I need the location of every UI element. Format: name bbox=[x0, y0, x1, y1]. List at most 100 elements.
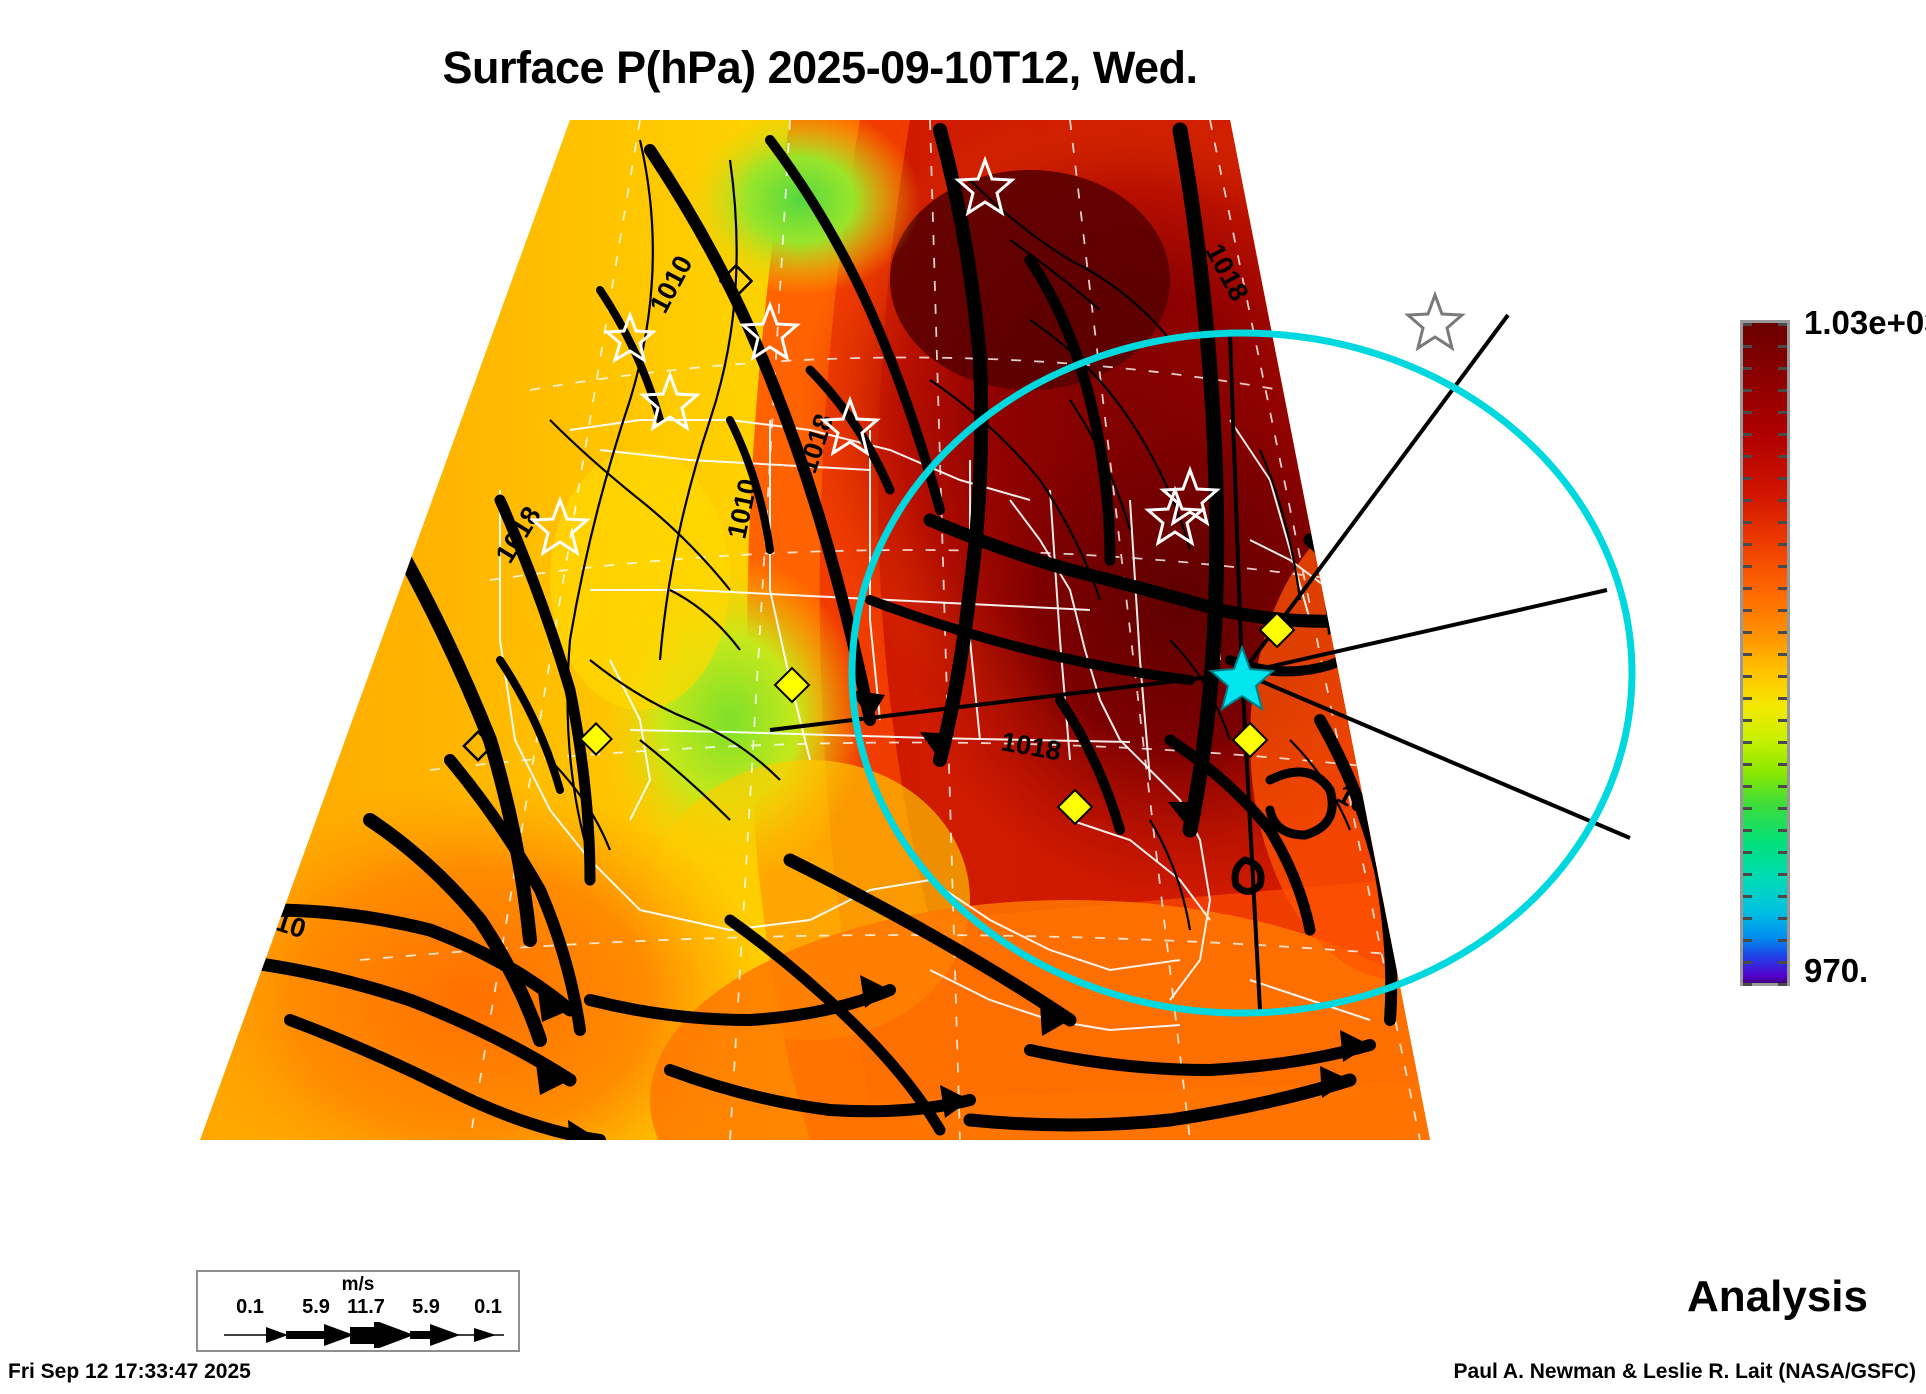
colorbar-tick bbox=[1778, 741, 1787, 744]
colorbar-tick bbox=[1743, 587, 1752, 590]
author-credit: Paul A. Newman & Leslie R. Lait (NASA/GS… bbox=[1453, 1360, 1916, 1383]
colorbar-tick bbox=[1778, 961, 1787, 964]
wind-legend-values: 0.1 5.9 11.7 5.9 0.1 bbox=[198, 1296, 518, 1318]
wind-arrow-svg bbox=[224, 1320, 504, 1350]
colorbar-tick bbox=[1778, 807, 1787, 810]
colorbar-tick bbox=[1778, 367, 1787, 370]
render-timestamp: Fri Sep 12 17:33:47 2025 bbox=[8, 1360, 251, 1383]
waypoint-marker[interactable] bbox=[773, 666, 811, 704]
colorbar-tick bbox=[1778, 477, 1787, 480]
station-markers bbox=[529, 155, 1221, 557]
colorbar-tick bbox=[1743, 411, 1752, 414]
colorbar-tick bbox=[1778, 389, 1787, 392]
waypoint-marker-open[interactable] bbox=[462, 730, 494, 762]
colorbar-tick bbox=[1778, 499, 1787, 502]
pressure-region-yellow-w bbox=[550, 450, 730, 710]
wind-legend-value: 0.1 bbox=[474, 1296, 502, 1318]
waypoint-marker-open[interactable] bbox=[718, 263, 754, 299]
colorbar-tick bbox=[1778, 345, 1787, 348]
colorbar-tick bbox=[1778, 939, 1787, 942]
wind-legend-value: 5.9 bbox=[302, 1296, 330, 1318]
waypoint-marker[interactable] bbox=[1231, 721, 1269, 759]
colorbar-tick bbox=[1778, 587, 1787, 590]
analysis-label: Analysis bbox=[1687, 1272, 1868, 1321]
map-plot: 1010 1010 1018 1018 1018 1018 1018 1010 … bbox=[170, 120, 1650, 1240]
colorbar-tick bbox=[1778, 763, 1787, 766]
colorbar-tick bbox=[1778, 631, 1787, 634]
colorbar-tick bbox=[1743, 807, 1752, 810]
colorbar-tick bbox=[1743, 983, 1752, 986]
colorbar-tick bbox=[1743, 939, 1752, 942]
colorbar-tick bbox=[1743, 499, 1752, 502]
flight-track-legs bbox=[769, 313, 1631, 1011]
colorbar-tick bbox=[1743, 675, 1752, 678]
colorbar-tick bbox=[1778, 719, 1787, 722]
pressure-contour-thin bbox=[549, 139, 1352, 931]
colorbar-tick bbox=[1743, 323, 1752, 326]
colorbar-tick bbox=[1778, 609, 1787, 612]
colorbar-tick bbox=[1778, 785, 1787, 788]
colorbar-tick bbox=[1743, 631, 1752, 634]
waypoint-markers-open bbox=[462, 263, 754, 762]
colorbar-tick bbox=[1743, 763, 1752, 766]
wind-legend-arrows bbox=[198, 1320, 518, 1350]
colorbar-tick bbox=[1743, 917, 1752, 920]
colorbar-tick bbox=[1743, 961, 1752, 964]
flight-circle bbox=[848, 329, 1636, 1017]
colorbar-tick bbox=[1778, 433, 1787, 436]
pressure-region-orange-sw bbox=[200, 780, 770, 1140]
colorbar-tick bbox=[1778, 455, 1787, 458]
waypoint-marker[interactable] bbox=[579, 722, 613, 756]
colorbar-tick bbox=[1743, 697, 1752, 700]
station-marker-outside bbox=[1404, 290, 1466, 352]
contour-label: 1020 bbox=[1324, 405, 1366, 470]
low-pressure-region-nw bbox=[680, 120, 920, 295]
wind-legend-value: 11.7 bbox=[347, 1296, 385, 1318]
waypoint-marker[interactable] bbox=[1056, 788, 1094, 826]
waypoint-markers bbox=[579, 611, 1296, 826]
wind-legend-unit: m/s bbox=[341, 1274, 375, 1295]
colorbar-max-label: 1.03e+03 bbox=[1804, 304, 1926, 341]
wind-speed-legend: m/s 0.1 5.9 11.7 5.9 0.1 bbox=[196, 1270, 520, 1352]
colorbar-tick bbox=[1743, 455, 1752, 458]
colorbar-tick bbox=[1743, 345, 1752, 348]
wind-legend-value: 0.1 bbox=[236, 1296, 264, 1318]
colorbar-tick bbox=[1743, 653, 1752, 656]
colorbar-tick bbox=[1743, 565, 1752, 568]
colorbar-tick bbox=[1778, 675, 1787, 678]
high-pressure-core-peak bbox=[890, 170, 1170, 390]
colorbar-tick bbox=[1743, 609, 1752, 612]
map-canvas: 1010 1010 1018 1018 1018 1018 1018 1010 … bbox=[200, 120, 1636, 1140]
flight-center-star bbox=[1208, 644, 1276, 712]
colorbar-tick bbox=[1778, 873, 1787, 876]
colorbar-tick bbox=[1743, 543, 1752, 546]
colorbar-tick bbox=[1743, 389, 1752, 392]
colorbar-tick bbox=[1778, 323, 1787, 326]
colorbar: 1.03e+03 970. bbox=[1740, 304, 1926, 989]
colorbar-tick bbox=[1778, 829, 1787, 832]
colorbar-tick bbox=[1743, 829, 1752, 832]
wind-legend-value: 5.9 bbox=[412, 1296, 440, 1318]
colorbar-tick bbox=[1778, 697, 1787, 700]
waypoint-marker[interactable] bbox=[1258, 611, 1296, 649]
colorbar-tick bbox=[1778, 653, 1787, 656]
colorbar-tick bbox=[1743, 895, 1752, 898]
colorbar-tick bbox=[1778, 521, 1787, 524]
colorbar-tick bbox=[1743, 741, 1752, 744]
colorbar-gradient bbox=[1740, 320, 1790, 986]
colorbar-tick bbox=[1778, 565, 1787, 568]
colorbar-tick bbox=[1778, 917, 1787, 920]
colorbar-tick bbox=[1743, 785, 1752, 788]
colorbar-ticks bbox=[1743, 323, 1787, 986]
colorbar-tick bbox=[1743, 851, 1752, 854]
colorbar-tick bbox=[1778, 411, 1787, 414]
colorbar-tick bbox=[1778, 895, 1787, 898]
colorbar-tick bbox=[1743, 477, 1752, 480]
colorbar-tick bbox=[1778, 983, 1787, 986]
colorbar-tick bbox=[1778, 543, 1787, 546]
colorbar-tick bbox=[1743, 433, 1752, 436]
colorbar-tick bbox=[1743, 719, 1752, 722]
colorbar-tick bbox=[1778, 851, 1787, 854]
page-title: Surface P(hPa) 2025-09-10T12, Wed. bbox=[442, 42, 1198, 93]
map-field: 1010 1010 1018 1018 1018 1018 1018 1010 … bbox=[200, 120, 1430, 1140]
